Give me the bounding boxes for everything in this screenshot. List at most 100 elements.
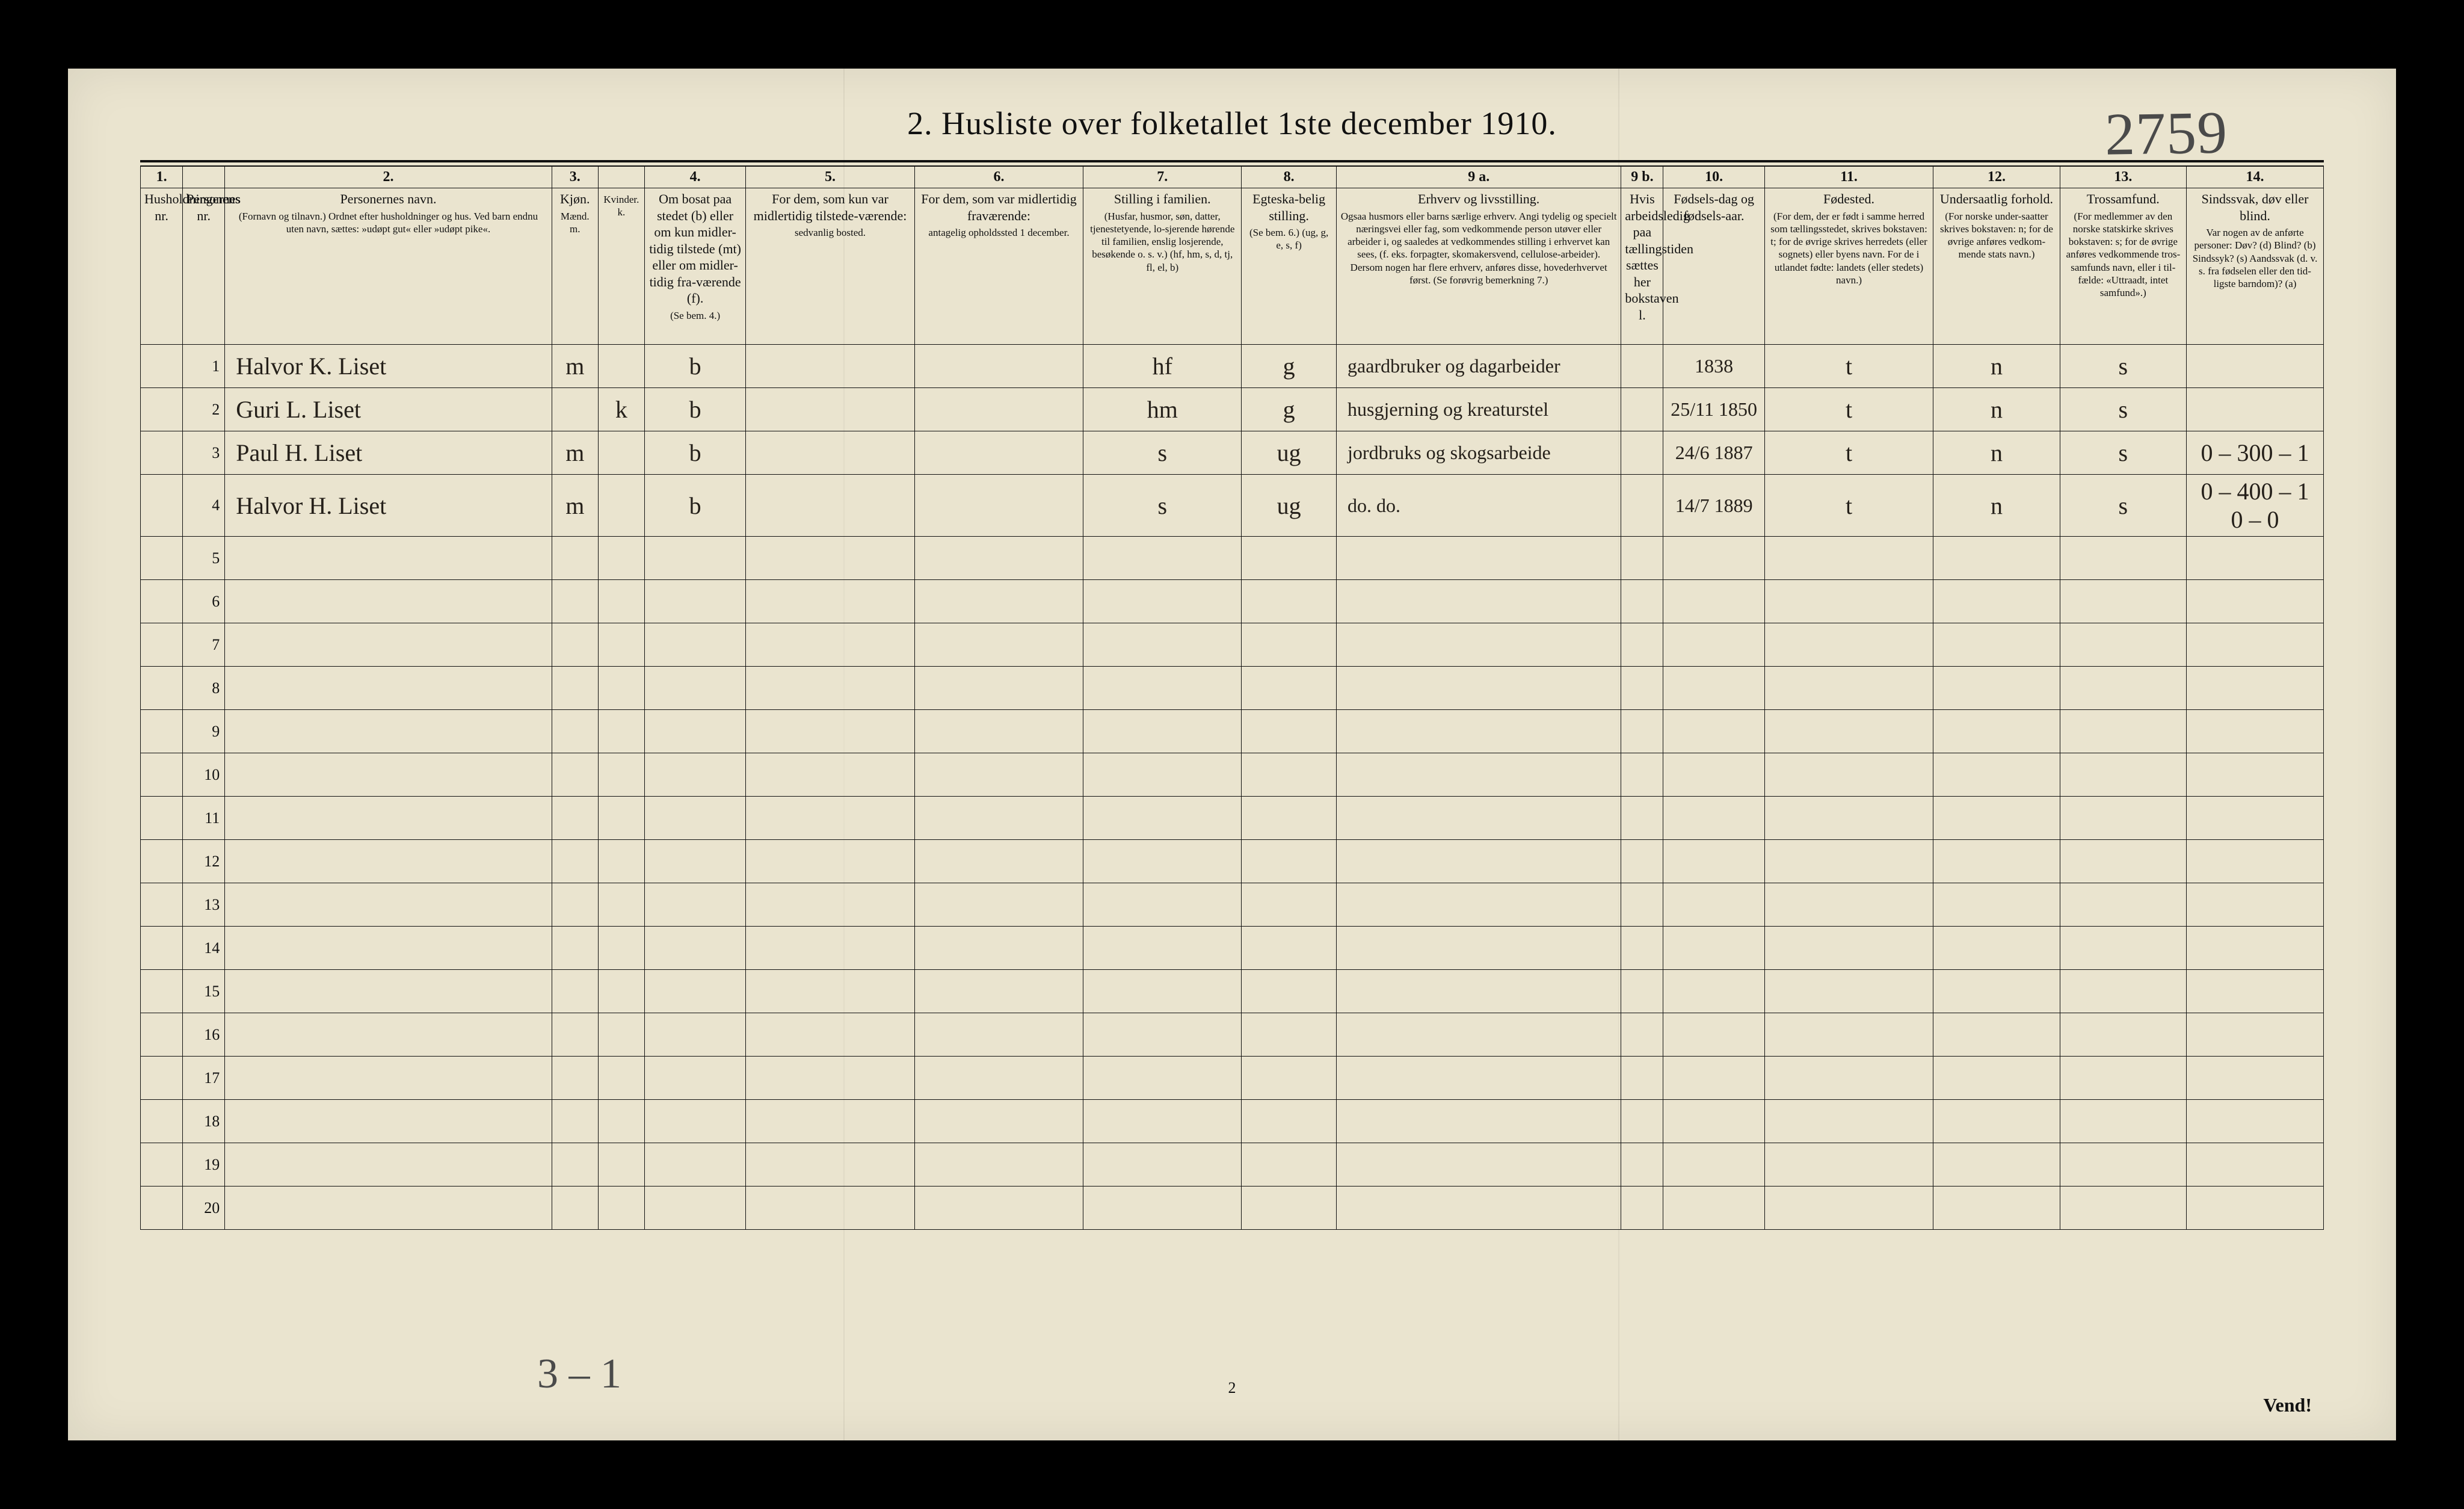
cell <box>1621 345 1663 388</box>
cell <box>1764 537 1933 580</box>
cell <box>1933 753 2060 797</box>
column-number-cell: 12. <box>1933 167 2060 188</box>
cell <box>2187 623 2324 667</box>
cell <box>552 1057 598 1100</box>
cell <box>598 710 644 753</box>
table-row: 11 <box>141 797 2324 840</box>
cell <box>746 1143 915 1187</box>
cell <box>914 667 1083 710</box>
cell <box>141 753 183 797</box>
cell: m <box>552 431 598 475</box>
column-number-cell: 7. <box>1083 167 1242 188</box>
cell: ug <box>1242 431 1337 475</box>
cell <box>644 1100 745 1143</box>
cell <box>1663 970 1764 1013</box>
footer-page-number: 2 <box>1228 1379 1236 1397</box>
cell <box>552 1143 598 1187</box>
column-number-cell <box>598 167 644 188</box>
footer-vend: Vend! <box>2263 1394 2312 1416</box>
cell <box>1337 580 1621 623</box>
cell <box>225 710 552 753</box>
column-number-cell: 9 a. <box>1337 167 1621 188</box>
cell: 14 <box>183 927 225 970</box>
column-number-cell: 4. <box>644 167 745 188</box>
cell <box>1083 840 1242 883</box>
cell <box>1621 388 1663 431</box>
cell: hm <box>1083 388 1242 431</box>
cell <box>2060 623 2186 667</box>
column-header-cell: Egteska-belig stilling.(Se bem. 6.) (ug,… <box>1242 188 1337 345</box>
cell: t <box>1764 345 1933 388</box>
column-header-cell: Hvis arbeidsledig paa tællingstiden sætt… <box>1621 188 1663 345</box>
cell <box>225 623 552 667</box>
cell <box>644 1187 745 1230</box>
cell <box>1083 623 1242 667</box>
cell <box>1933 927 2060 970</box>
table-row: 8 <box>141 667 2324 710</box>
cell <box>914 1013 1083 1057</box>
cell <box>141 345 183 388</box>
cell <box>2060 970 2186 1013</box>
cell <box>1337 883 1621 927</box>
cell <box>1663 537 1764 580</box>
cell <box>1933 970 2060 1013</box>
cell <box>1083 1057 1242 1100</box>
cell: t <box>1764 388 1933 431</box>
cell <box>2060 580 2186 623</box>
cell <box>1083 1143 1242 1187</box>
cell <box>1337 667 1621 710</box>
column-header-cell: Undersaatlig forhold.(For norske under-s… <box>1933 188 2060 345</box>
cell: Guri L. Liset <box>225 388 552 431</box>
cell <box>746 1187 915 1230</box>
cell: n <box>1933 388 2060 431</box>
cell <box>1621 883 1663 927</box>
cell <box>1242 710 1337 753</box>
column-header-cell: Personens nr. <box>183 188 225 345</box>
cell: 25/11 1850 <box>1663 388 1764 431</box>
cell: do. do. <box>1337 475 1621 537</box>
cell: b <box>644 431 745 475</box>
cell <box>1933 1057 2060 1100</box>
cell <box>598 1187 644 1230</box>
cell <box>1663 623 1764 667</box>
cell <box>1242 927 1337 970</box>
cell <box>1621 667 1663 710</box>
cell <box>598 475 644 537</box>
cell <box>1663 710 1764 753</box>
column-header-cell: Om bosat paa stedet (b) eller om kun mid… <box>644 188 745 345</box>
cell <box>2187 667 2324 710</box>
cell <box>746 345 915 388</box>
cell <box>914 1057 1083 1100</box>
cell <box>598 840 644 883</box>
cell: Paul H. Liset <box>225 431 552 475</box>
cell: 13 <box>183 883 225 927</box>
cell <box>1764 927 1933 970</box>
cell <box>1242 537 1337 580</box>
cell <box>1242 580 1337 623</box>
cell: t <box>1764 431 1933 475</box>
cell <box>644 537 745 580</box>
cell: 4 <box>183 475 225 537</box>
cell <box>1337 753 1621 797</box>
cell <box>914 345 1083 388</box>
cell <box>598 1013 644 1057</box>
cell <box>598 797 644 840</box>
cell <box>1663 1013 1764 1057</box>
cell <box>1337 1187 1621 1230</box>
cell <box>2187 345 2324 388</box>
cell <box>552 1187 598 1230</box>
column-header-cell: Husholdningernes nr. <box>141 188 183 345</box>
cell <box>1933 797 2060 840</box>
cell: m <box>552 345 598 388</box>
cell <box>141 623 183 667</box>
column-number-cell: 5. <box>746 167 915 188</box>
cell <box>141 710 183 753</box>
cell <box>1083 580 1242 623</box>
table-row: 15 <box>141 970 2324 1013</box>
cell <box>2060 1100 2186 1143</box>
cell <box>2187 580 2324 623</box>
cell: 20 <box>183 1187 225 1230</box>
cell <box>1621 1100 1663 1143</box>
cell <box>1764 1013 1933 1057</box>
cell <box>2187 1143 2324 1187</box>
